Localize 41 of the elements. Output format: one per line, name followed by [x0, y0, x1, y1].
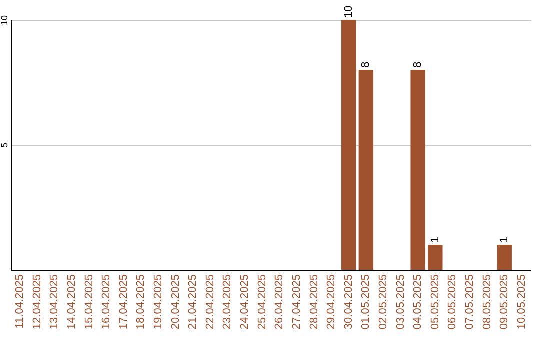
- bar: [410, 70, 426, 270]
- bar: [358, 70, 374, 270]
- data-label: 8: [360, 62, 372, 68]
- x-tick-label: 22.04.2025: [204, 274, 216, 330]
- data-label: 1: [498, 236, 511, 243]
- x-tick-label: 15.04.2025: [83, 274, 96, 330]
- x-tick-label: 12.04.2025: [31, 274, 44, 330]
- bar: [497, 245, 512, 270]
- x-tick-label: 07.05.2025: [464, 274, 476, 330]
- x-tick-label: 16.04.2025: [100, 274, 113, 330]
- x-tick-label: 06.05.2025: [446, 274, 459, 330]
- x-tick-label: 05.05.2025: [429, 274, 442, 330]
- x-tick-label: 29.04.2025: [326, 274, 338, 330]
- x-tick-label: 26.04.2025: [274, 274, 286, 330]
- x-tick-label: 01.05.2025: [360, 274, 372, 330]
- y-tick-label: 5: [0, 142, 10, 148]
- x-tick-label: 23.04.2025: [222, 274, 234, 330]
- data-label: 10: [342, 6, 355, 18]
- data-label: 1: [429, 236, 442, 243]
- x-tick-label: 14.04.2025: [66, 274, 78, 330]
- x-tick-label: 03.05.2025: [394, 274, 407, 330]
- x-tick-label: 21.04.2025: [187, 274, 200, 330]
- bar: [428, 245, 443, 270]
- x-tick-label: 27.04.2025: [290, 274, 303, 330]
- bar: [342, 20, 356, 270]
- data-label: 8: [412, 62, 424, 68]
- x-tick-label: 11.04.2025: [14, 274, 26, 329]
- x-tick-label: 25.04.2025: [256, 274, 268, 330]
- x-tick-label: 24.04.2025: [239, 274, 252, 330]
- x-tick-label: 02.05.2025: [377, 274, 390, 330]
- x-tick-label: 10.05.2025: [516, 274, 528, 330]
- x-tick-label: 08.05.2025: [481, 274, 494, 330]
- x-tick-label: 30.04.2025: [342, 274, 355, 330]
- x-tick-label: 28.04.2025: [308, 274, 320, 330]
- x-tick-label: 19.04.2025: [152, 274, 165, 330]
- x-tick-label: 04.05.2025: [412, 274, 424, 330]
- x-tick-label: 18.04.2025: [135, 274, 148, 330]
- x-tick-label: 20.04.2025: [170, 274, 182, 330]
- x-tick-label: 09.05.2025: [498, 274, 511, 330]
- x-tick-label: 13.04.2025: [48, 274, 61, 330]
- x-tick-label: 17.04.2025: [118, 274, 130, 330]
